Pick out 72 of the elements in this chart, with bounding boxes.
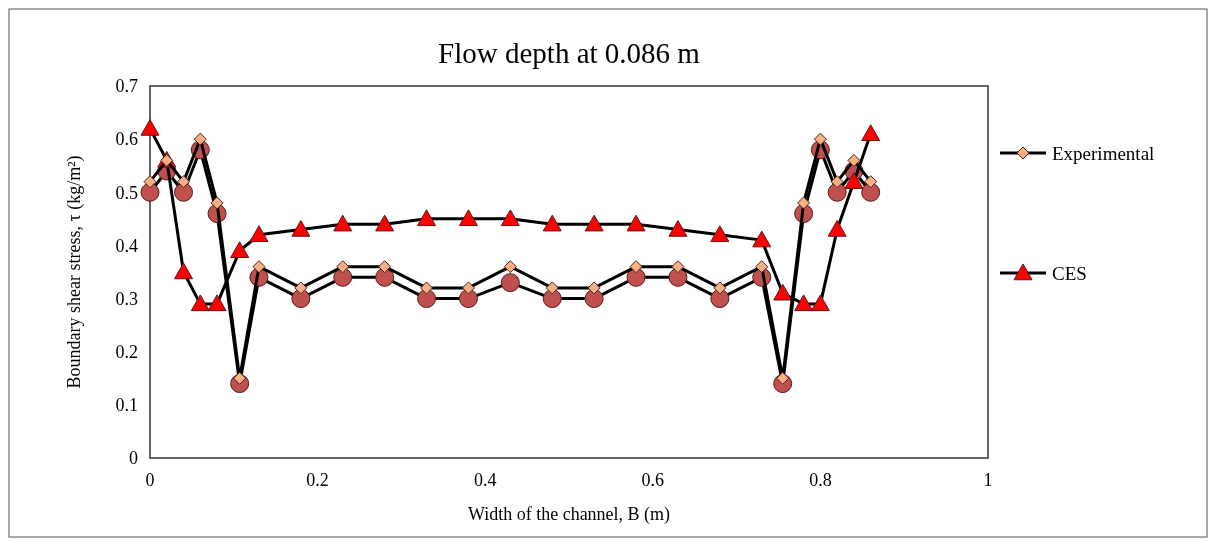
point xyxy=(545,281,559,295)
x-tick-label: 1 xyxy=(983,470,993,490)
y-tick-label: 0.1 xyxy=(115,395,138,416)
chart-title: Flow depth at 0.086 m xyxy=(438,37,701,69)
y-tick-label: 0.4 xyxy=(115,235,138,256)
point xyxy=(336,260,350,274)
x-tick-label: 0 xyxy=(145,470,155,490)
point xyxy=(755,260,769,274)
x-tick-label: 0.6 xyxy=(641,470,665,490)
point xyxy=(794,294,814,312)
point xyxy=(294,281,308,295)
point xyxy=(500,209,520,227)
point xyxy=(584,214,604,232)
point xyxy=(773,283,793,301)
point xyxy=(844,172,864,189)
x-tick-label: 0.4 xyxy=(473,470,497,490)
y-tick-label: 0.3 xyxy=(115,288,138,309)
point xyxy=(174,262,194,280)
point xyxy=(847,153,861,167)
point xyxy=(500,273,520,293)
point xyxy=(461,281,475,295)
point xyxy=(810,294,830,312)
point xyxy=(542,289,562,309)
point xyxy=(864,175,878,189)
point xyxy=(375,214,395,232)
point xyxy=(417,209,437,227)
point xyxy=(210,196,224,210)
point xyxy=(230,241,250,258)
point xyxy=(861,124,881,142)
point xyxy=(626,214,646,232)
point xyxy=(252,260,266,274)
y-axis-title: Boundary shear stress, τ (kg/m²) xyxy=(64,155,85,389)
point xyxy=(207,294,227,312)
point xyxy=(827,219,847,237)
point xyxy=(629,260,643,274)
x-tick-label: 0.2 xyxy=(306,470,329,490)
point xyxy=(710,289,730,309)
point xyxy=(813,132,827,146)
x-axis-title: Width of the channel, B (m) xyxy=(467,504,671,525)
point xyxy=(291,219,311,237)
point xyxy=(420,281,434,295)
point xyxy=(542,214,562,232)
point xyxy=(177,175,191,189)
legend-label: CES xyxy=(1052,262,1087,284)
point xyxy=(193,132,207,146)
y-tick-label: 0.5 xyxy=(115,182,138,203)
point xyxy=(587,281,601,295)
point xyxy=(190,294,210,312)
point xyxy=(291,289,311,309)
point xyxy=(671,260,685,274)
point xyxy=(584,289,604,309)
point xyxy=(333,214,353,232)
x-tick-label: 0.8 xyxy=(809,470,832,490)
point xyxy=(417,289,437,309)
point xyxy=(378,260,392,274)
point xyxy=(668,219,688,237)
y-tick-label: 0.2 xyxy=(115,342,138,363)
y-tick-label: 0.6 xyxy=(115,129,138,150)
y-tick-label: 0 xyxy=(129,448,138,469)
legend-label: Experimental xyxy=(1052,142,1155,164)
point xyxy=(249,225,269,243)
point xyxy=(140,119,160,136)
point xyxy=(458,209,478,227)
point xyxy=(830,175,844,189)
point xyxy=(752,230,772,248)
point xyxy=(503,260,517,274)
point xyxy=(710,225,730,243)
point xyxy=(713,281,727,295)
point xyxy=(458,289,478,309)
y-tick-label: 0.7 xyxy=(115,76,138,97)
point xyxy=(797,196,811,210)
point xyxy=(143,175,157,189)
